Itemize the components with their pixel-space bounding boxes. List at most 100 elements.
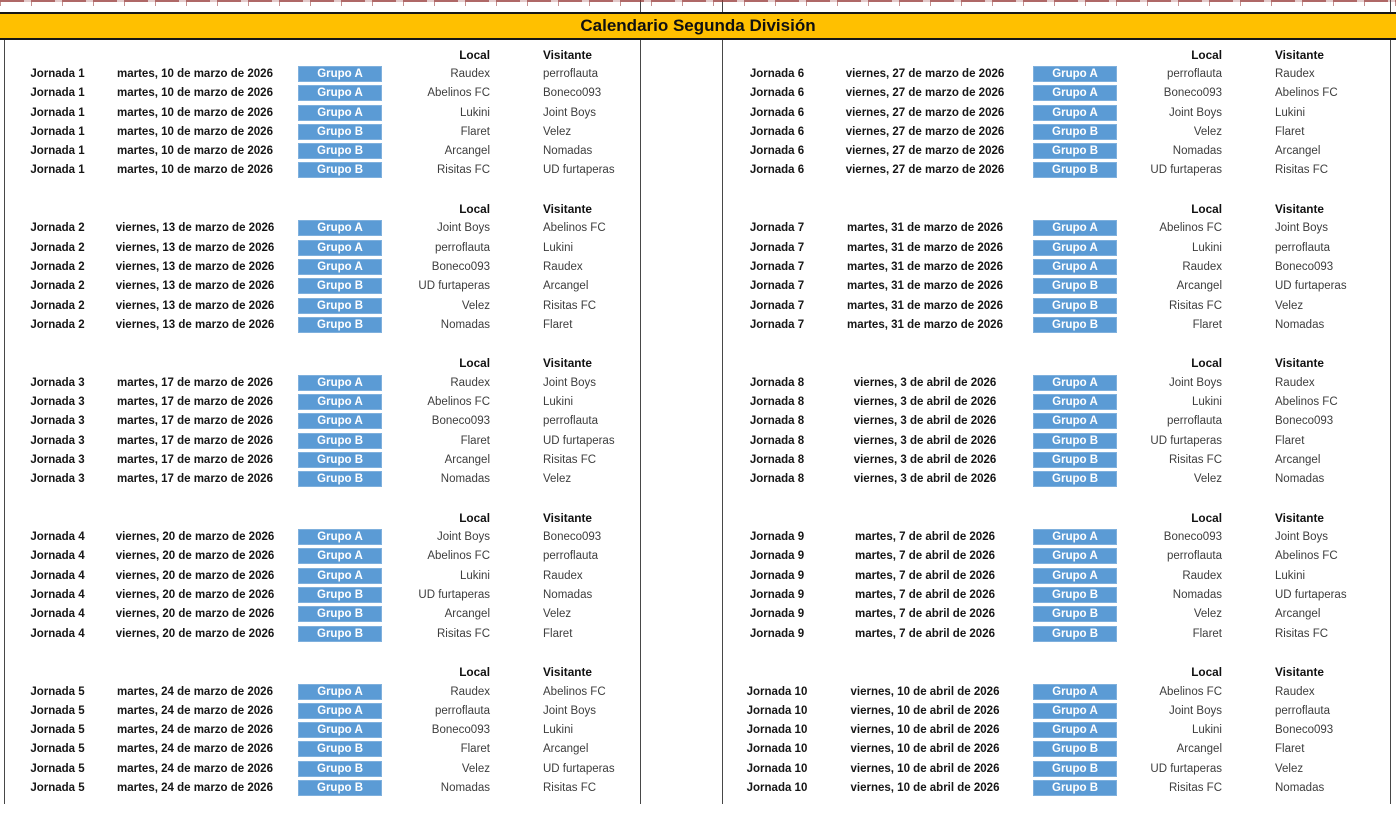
group-badge[interactable]: Grupo B: [298, 278, 382, 295]
jornada-cell: Jornada 4: [30, 608, 85, 621]
group-badge-cell: Grupo B: [1018, 143, 1132, 160]
match-row: Jornada 8 viernes, 3 de abril de 2026 Gr…: [722, 431, 1390, 450]
group-badge[interactable]: Grupo A: [1033, 85, 1117, 102]
group-badge[interactable]: Grupo B: [1033, 625, 1117, 642]
jornada-cell: Jornada 1: [30, 87, 85, 100]
jornada-cell: Jornada 8: [749, 473, 805, 486]
group-badge[interactable]: Grupo A: [298, 413, 382, 430]
group-badge-cell: Grupo A: [280, 85, 400, 102]
local-team-cell: Boneco093: [431, 260, 490, 273]
date-cell: martes, 17 de marzo de 2026: [117, 396, 273, 409]
group-badge[interactable]: Grupo B: [298, 606, 382, 623]
group-badge[interactable]: Grupo A: [1033, 529, 1117, 546]
date-cell: martes, 31 de marzo de 2026: [847, 241, 1003, 254]
group-badge[interactable]: Grupo B: [1033, 278, 1117, 295]
group-badge[interactable]: Grupo A: [1033, 258, 1117, 275]
visitante-team-cell: Risitas FC: [1275, 627, 1329, 640]
group-badge[interactable]: Grupo A: [298, 394, 382, 411]
group-badge[interactable]: Grupo A: [298, 220, 382, 237]
group-badge[interactable]: Grupo A: [1033, 722, 1117, 739]
visitante-team-cell: Nomadas: [1275, 781, 1325, 794]
group-badge[interactable]: Grupo A: [298, 683, 382, 700]
visitante-team-cell: Risitas FC: [1275, 164, 1329, 177]
group-badge[interactable]: Grupo B: [298, 625, 382, 642]
group-badge[interactable]: Grupo B: [1033, 606, 1117, 623]
match-row: Jornada 6 viernes, 27 de marzo de 2026 G…: [722, 84, 1390, 103]
jornada-cell: Jornada 6: [749, 125, 805, 138]
group-badge[interactable]: Grupo B: [1033, 760, 1117, 777]
match-row: Jornada 5 martes, 24 de marzo de 2026 Gr…: [5, 720, 640, 739]
group-badge[interactable]: Grupo A: [1033, 548, 1117, 565]
visitante-team-cell: Risitas FC: [543, 453, 597, 466]
group-badge[interactable]: Grupo A: [1033, 413, 1117, 430]
group-badge[interactable]: Grupo B: [298, 316, 382, 333]
group-badge[interactable]: Grupo B: [298, 143, 382, 160]
match-row: Jornada 2 viernes, 13 de marzo de 2026 G…: [5, 315, 640, 334]
local-team-cell: Flaret: [1192, 627, 1222, 640]
group-badge[interactable]: Grupo A: [1033, 239, 1117, 256]
date-cell: viernes, 3 de abril de 2026: [853, 415, 997, 428]
group-badge[interactable]: Grupo A: [298, 722, 382, 739]
match-row: Jornada 7 martes, 31 de marzo de 2026 Gr…: [722, 277, 1390, 296]
group-badge[interactable]: Grupo B: [1033, 316, 1117, 333]
group-badge[interactable]: Grupo A: [298, 85, 382, 102]
group-badge[interactable]: Grupo B: [298, 162, 382, 179]
group-badge[interactable]: Grupo B: [298, 432, 382, 449]
group-badge[interactable]: Grupo B: [298, 760, 382, 777]
group-badge[interactable]: Grupo B: [298, 779, 382, 796]
jornada-cell: Jornada 1: [30, 164, 85, 177]
visitante-team-cell: Flaret: [543, 318, 573, 331]
group-badge[interactable]: Grupo A: [1033, 567, 1117, 584]
date-cell: viernes, 20 de marzo de 2026: [115, 569, 275, 582]
match-row: Jornada 7 martes, 31 de marzo de 2026 Gr…: [722, 219, 1390, 238]
group-badge[interactable]: Grupo A: [1033, 394, 1117, 411]
visitante-team-cell: Arcangel: [1275, 145, 1321, 158]
group-badge[interactable]: Grupo A: [298, 374, 382, 391]
group-badge-cell: Grupo B: [280, 451, 400, 468]
visitante-team-cell: Risitas FC: [543, 299, 597, 312]
group-badge[interactable]: Grupo A: [298, 529, 382, 546]
group-badge[interactable]: Grupo A: [298, 548, 382, 565]
group-badge[interactable]: Grupo B: [1033, 741, 1117, 758]
visitante-team-cell: perroflauta: [543, 415, 598, 428]
group-badge[interactable]: Grupo B: [1033, 432, 1117, 449]
group-badge[interactable]: Grupo B: [298, 471, 382, 488]
jornada-cell: Jornada 10: [746, 724, 808, 737]
group-badge[interactable]: Grupo A: [298, 702, 382, 719]
group-badge[interactable]: Grupo A: [1033, 683, 1117, 700]
match-row: Jornada 4 viernes, 20 de marzo de 2026 G…: [5, 624, 640, 643]
group-badge[interactable]: Grupo A: [298, 258, 382, 275]
group-badge-cell: Grupo A: [1018, 567, 1132, 584]
group-badge[interactable]: Grupo B: [1033, 779, 1117, 796]
local-header: Local: [1191, 356, 1222, 371]
group-badge[interactable]: Grupo B: [298, 451, 382, 468]
group-badge[interactable]: Grupo B: [1033, 471, 1117, 488]
match-row: Jornada 6 viernes, 27 de marzo de 2026 G…: [722, 161, 1390, 180]
group-badge[interactable]: Grupo B: [1033, 123, 1117, 140]
group-badge[interactable]: Grupo A: [1033, 65, 1117, 82]
group-badge[interactable]: Grupo B: [1033, 297, 1117, 314]
group-badge[interactable]: Grupo B: [1033, 587, 1117, 603]
group-badge[interactable]: Grupo A: [298, 239, 382, 256]
group-badge[interactable]: Grupo A: [1033, 702, 1117, 719]
group-badge[interactable]: Grupo A: [1033, 374, 1117, 391]
group-badge[interactable]: Grupo B: [298, 123, 382, 140]
group-badge[interactable]: Grupo B: [1033, 143, 1117, 160]
group-badge[interactable]: Grupo A: [298, 567, 382, 584]
visitante-team-cell: UD furtaperas: [543, 164, 615, 177]
group-badge[interactable]: Grupo B: [298, 741, 382, 758]
group-badge[interactable]: Grupo B: [1033, 162, 1117, 179]
jornada-cell: Jornada 10: [746, 762, 808, 775]
local-team-cell: Joint Boys: [436, 531, 490, 544]
group-badge[interactable]: Grupo A: [298, 65, 382, 82]
group-badge[interactable]: Grupo A: [1033, 220, 1117, 237]
jornada-cell: Jornada 2: [30, 280, 85, 293]
group-badge[interactable]: Grupo B: [298, 587, 382, 603]
group-badge-cell: Grupo B: [1018, 471, 1132, 488]
group-badge[interactable]: Grupo A: [298, 104, 382, 121]
group-badge[interactable]: Grupo B: [1033, 451, 1117, 468]
match-row: Jornada 3 martes, 17 de marzo de 2026 Gr…: [5, 412, 640, 431]
group-badge[interactable]: Grupo B: [298, 297, 382, 314]
group-badge[interactable]: Grupo A: [1033, 104, 1117, 121]
match-row: Jornada 4 viernes, 20 de marzo de 2026 G…: [5, 605, 640, 624]
